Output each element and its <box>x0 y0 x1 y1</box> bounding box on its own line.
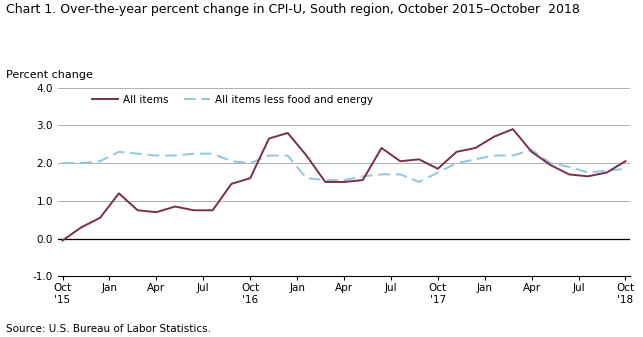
All items less food and energy <box>115 150 123 154</box>
All items <box>603 171 611 175</box>
All items <box>471 146 479 150</box>
All items less food and energy <box>471 157 479 161</box>
All items less food and energy <box>359 174 367 178</box>
Text: Percent change: Percent change <box>6 70 93 80</box>
All items less food and energy <box>265 154 273 158</box>
All items less food and energy <box>603 168 611 173</box>
All items less food and energy <box>96 159 104 163</box>
All items <box>547 163 554 167</box>
All items <box>397 159 404 163</box>
All items <box>565 173 573 177</box>
All items <box>115 191 123 195</box>
All items <box>190 208 198 212</box>
All items <box>228 182 235 186</box>
Text: Source: U.S. Bureau of Labor Statistics.: Source: U.S. Bureau of Labor Statistics. <box>6 324 212 334</box>
All items <box>152 210 160 214</box>
All items less food and energy <box>340 178 348 182</box>
All items <box>490 135 498 139</box>
All items less food and energy <box>397 173 404 177</box>
All items less food and energy <box>509 154 517 158</box>
All items <box>528 150 536 154</box>
Line: All items: All items <box>62 129 626 241</box>
All items less food and energy <box>584 171 592 175</box>
All items less food and energy <box>152 154 160 158</box>
All items <box>284 131 291 135</box>
All items less food and energy <box>377 173 385 177</box>
All items less food and energy <box>303 176 311 180</box>
Legend: All items, All items less food and energy: All items, All items less food and energ… <box>92 95 374 105</box>
All items <box>340 180 348 184</box>
All items less food and energy <box>209 152 217 156</box>
All items <box>246 176 254 180</box>
All items <box>377 146 385 150</box>
All items <box>509 127 517 131</box>
All items <box>359 178 367 182</box>
All items <box>265 136 273 141</box>
All items less food and energy <box>134 152 141 156</box>
All items less food and energy <box>434 171 442 175</box>
All items <box>322 180 329 184</box>
All items <box>622 159 629 163</box>
All items less food and energy <box>228 159 235 163</box>
All items <box>434 167 442 171</box>
All items less food and energy <box>190 152 198 156</box>
All items <box>209 208 217 212</box>
All items less food and energy <box>622 167 629 171</box>
All items less food and energy <box>77 161 85 165</box>
All items less food and energy <box>284 154 291 158</box>
All items less food and energy <box>415 180 423 184</box>
All items less food and energy <box>565 165 573 169</box>
All items less food and energy <box>171 154 179 158</box>
All items <box>134 208 141 212</box>
All items less food and energy <box>59 161 66 165</box>
Text: Chart 1. Over-the-year percent change in CPI-U, South region, October 2015–Octob: Chart 1. Over-the-year percent change in… <box>6 3 580 17</box>
All items <box>453 150 460 154</box>
All items <box>171 205 179 209</box>
Line: All items less food and energy: All items less food and energy <box>62 150 626 182</box>
All items <box>415 157 423 161</box>
All items <box>96 216 104 220</box>
All items <box>584 174 592 178</box>
All items less food and energy <box>453 161 460 165</box>
All items less food and energy <box>547 161 554 165</box>
All items less food and energy <box>528 148 536 152</box>
All items less food and energy <box>490 154 498 158</box>
All items <box>77 225 85 229</box>
All items less food and energy <box>246 161 254 165</box>
All items <box>59 239 66 243</box>
All items less food and energy <box>322 178 329 182</box>
All items <box>303 154 311 158</box>
